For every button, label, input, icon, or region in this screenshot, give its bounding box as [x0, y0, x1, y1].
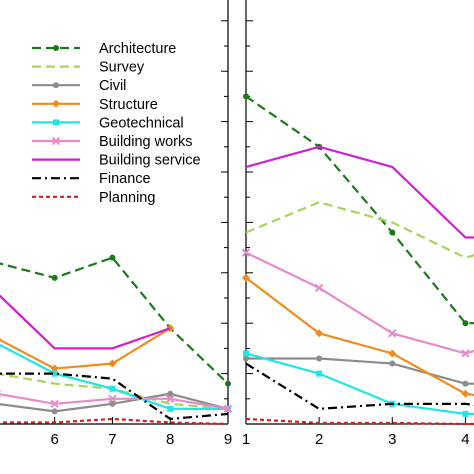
legend-label-planning: Planning [99, 190, 155, 206]
right-point-structure [315, 329, 324, 338]
left-point-structure [50, 364, 59, 373]
left-point-building-works [166, 394, 175, 404]
left-line-building-service [0, 294, 171, 350]
left-point-structure [0, 337, 1, 340]
right-point-building-works [241, 248, 251, 257]
left-line-architecture [0, 256, 229, 385]
left-xtick-label-8: 8 [166, 431, 174, 448]
series-layer [0, 93, 474, 426]
left-series-building-service [0, 294, 171, 350]
left-xtick-label-9: 9 [224, 431, 232, 448]
legend-label-geotechnical: Geotechnical [99, 115, 184, 131]
right-point-civil [462, 380, 469, 387]
right-series-finance [245, 362, 474, 410]
right-xtick-label-3: 3 [388, 431, 396, 448]
right-point-geotechnical [243, 350, 249, 357]
legend-item-geotechnical: Geotechnical [32, 115, 184, 131]
right-line-building-service [245, 145, 474, 239]
right-point-architecture [243, 93, 249, 100]
right-point-geotechnical [462, 410, 469, 417]
left-series-planning [0, 417, 229, 426]
legend-item-civil: Civil [32, 78, 126, 94]
right-point-architecture [389, 229, 396, 236]
left-point-geotechnical [167, 405, 174, 412]
left-point-building-works [223, 404, 233, 414]
left-series-building-works [0, 389, 233, 414]
right-point-geotechnical [316, 370, 323, 377]
legend-label-building-works: Building works [99, 134, 193, 150]
right-series-building-works [241, 248, 474, 358]
legend-item-building-service: Building service [32, 153, 201, 169]
left-line-finance [0, 372, 229, 421]
left-point-architecture [225, 380, 231, 387]
right-point-civil [389, 360, 396, 367]
right-point-civil [243, 355, 249, 362]
legend-item-survey: Survey [32, 60, 145, 76]
left-line-building-works [0, 393, 229, 410]
left-line-planning [0, 417, 229, 426]
legend-label-structure: Structure [99, 97, 158, 113]
right-xtick-label-1: 1 [242, 431, 250, 448]
left-point-architecture [51, 274, 58, 281]
right-point-building-works [388, 329, 397, 338]
legend-item-building-works: Building works [32, 134, 193, 150]
left-point-building-works [108, 394, 117, 404]
legend-marker-structure [52, 99, 60, 108]
left-point-building-works [50, 399, 59, 409]
legend-marker-civil [53, 82, 59, 89]
left-point-architecture [109, 254, 116, 261]
legend-item-planning: Planning [32, 190, 155, 206]
right-xtick-label-2: 2 [315, 431, 323, 448]
legend-item-architecture: Architecture [32, 41, 176, 57]
right-point-building-works [461, 349, 470, 358]
right-point-building-works [314, 283, 324, 293]
left-point-structure [108, 359, 117, 368]
right-series-civil [243, 355, 474, 387]
left-series-finance [0, 372, 229, 421]
legend-label-finance: Finance [99, 171, 151, 187]
legend-marker-building-works [51, 136, 61, 146]
legend-label-architecture: Architecture [99, 41, 176, 57]
legend-marker-geotechnical [53, 119, 59, 126]
right-point-structure [461, 389, 470, 398]
legend-item-finance: Finance [32, 171, 151, 187]
legend: Architecture Survey Civil Structure Geotechn… [32, 41, 201, 206]
left-point-civil [51, 408, 58, 415]
right-series-survey [245, 201, 474, 259]
left-point-civil [109, 400, 116, 407]
left-point-geotechnical [51, 370, 58, 377]
right-line-finance [245, 362, 474, 410]
left-xtick-label-6: 6 [50, 431, 58, 448]
left-xtick-label-7: 7 [108, 431, 116, 448]
right-series-building-service [245, 145, 474, 239]
left-series-civil [0, 390, 231, 415]
left-point-geotechnical [109, 385, 116, 392]
right-point-civil [316, 355, 323, 362]
left-point-civil [167, 390, 174, 397]
legend-label-survey: Survey [99, 60, 145, 76]
legend-item-structure: Structure [32, 97, 158, 113]
legend-label-civil: Civil [99, 78, 126, 94]
legend-marker-architecture [53, 45, 59, 51]
right-point-structure [388, 349, 397, 358]
left-line-survey [0, 373, 229, 410]
left-line-geotechnical [0, 343, 228, 410]
right-xtick-label-4: 4 [461, 431, 469, 448]
left-series-survey [0, 373, 229, 410]
left-line-civil [0, 392, 229, 413]
right-point-architecture [462, 320, 469, 327]
legend-label-building-service: Building service [99, 153, 201, 169]
right-series-structure [242, 273, 474, 398]
right-line-survey [245, 201, 474, 259]
right-point-structure [242, 273, 250, 282]
